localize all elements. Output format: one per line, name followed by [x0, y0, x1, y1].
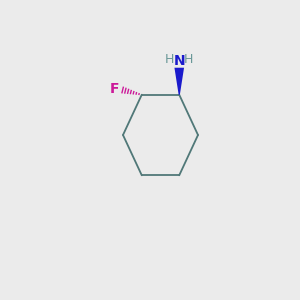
Polygon shape	[175, 68, 184, 95]
Text: N: N	[173, 54, 185, 68]
Text: H: H	[165, 53, 174, 66]
Text: F: F	[110, 82, 119, 96]
Text: H: H	[184, 53, 194, 66]
